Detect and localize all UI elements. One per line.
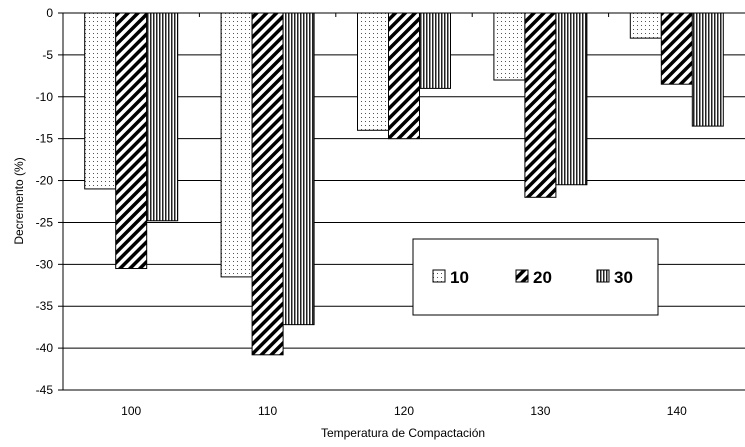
legend-item-30: 30	[596, 268, 633, 287]
y-tick-label-4: -20	[36, 174, 54, 188]
x-axis-title: Temperatura de Compactación	[321, 426, 485, 440]
legend-swatch-10	[432, 269, 446, 283]
legend-box	[412, 238, 659, 316]
bar-140-series-20	[660, 12, 693, 85]
bar-100-series-10	[84, 12, 117, 190]
bar-140-series-10	[629, 12, 662, 39]
axes	[58, 12, 745, 391]
legend-item-10: 10	[432, 268, 469, 287]
bar-120-series-10	[357, 12, 389, 131]
y-tick-label-7: -35	[36, 299, 54, 313]
bar-100-series-20	[115, 12, 148, 270]
y-tick-label-0: 0	[46, 6, 53, 20]
bar-110-series-10	[220, 12, 253, 278]
bar-100-series-30	[146, 12, 179, 222]
x-tick-label-140: 140	[667, 404, 687, 418]
bar-110-series-30	[282, 12, 315, 326]
y-tick-label-9: -45	[36, 383, 54, 397]
y-tick-label-8: -40	[36, 341, 54, 355]
x-tick-label-100: 100	[121, 404, 141, 418]
y-tick-label-2: -10	[36, 90, 54, 104]
bars	[84, 12, 724, 356]
bar-110-series-20	[251, 12, 284, 356]
bar-130-series-30	[555, 12, 588, 186]
x-tick-label-110: 110	[258, 404, 277, 418]
bar-130-series-10	[493, 12, 526, 81]
y-axis-title: Decremento (%)	[12, 157, 26, 244]
legend: 10 20 30	[412, 238, 659, 316]
legend-label-10: 10	[450, 268, 469, 287]
bar-140-series-30	[691, 12, 724, 127]
x-tick-label-120: 120	[394, 404, 414, 418]
x-tick-label-130: 130	[530, 404, 550, 418]
legend-label-30: 30	[614, 268, 633, 287]
tick-labels: 0 -5 -10 -15 -20 -25 -30 -35 -40 -45 100 110 120 130 1…	[36, 6, 687, 418]
legend-swatch-30	[596, 269, 610, 283]
y-tick-label-5: -25	[36, 215, 54, 229]
y-tick-label-6: -30	[36, 257, 54, 271]
bar-130-series-20	[524, 12, 557, 198]
legend-label-20: 20	[533, 268, 552, 287]
bar-120-series-20	[388, 12, 420, 140]
y-tick-label-3: -15	[36, 132, 54, 146]
bar-120-series-30	[419, 12, 451, 89]
legend-swatch-20	[515, 269, 529, 283]
legend-item-20: 20	[515, 268, 552, 287]
y-tick-label-1: -5	[42, 48, 53, 62]
